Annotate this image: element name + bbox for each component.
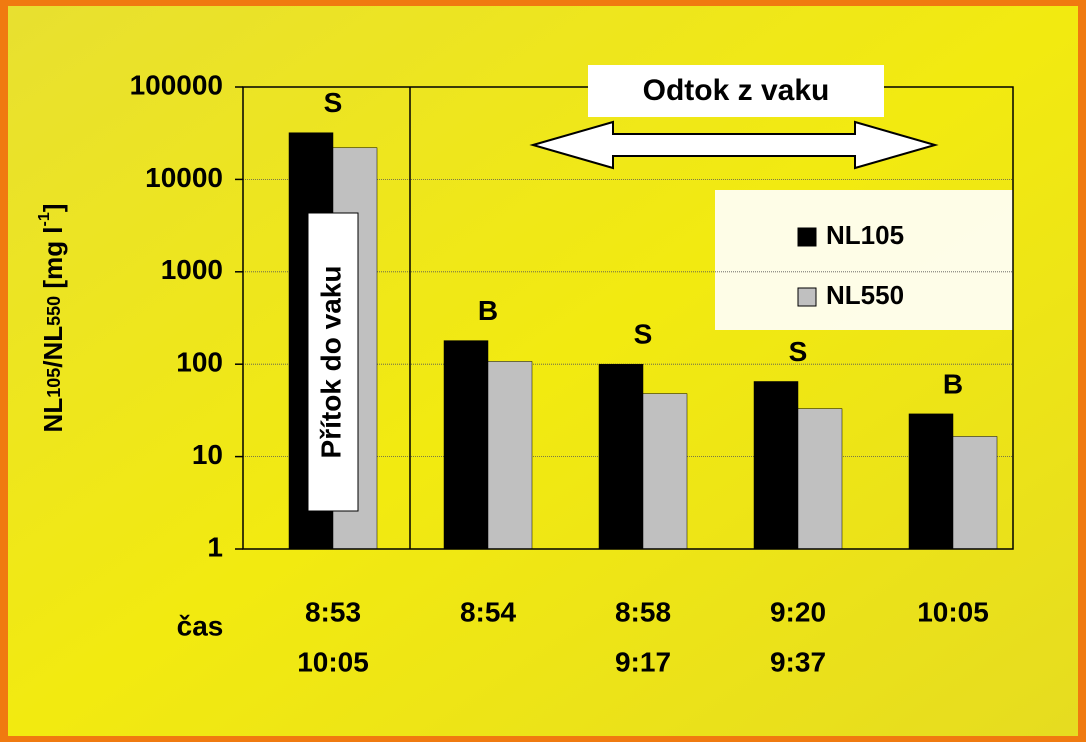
bar-label: S xyxy=(789,336,808,367)
annotation: Přítok do vaku xyxy=(315,266,346,459)
y-tick-label: 10000 xyxy=(145,162,223,193)
x-tick-label: 9:20 xyxy=(770,596,826,627)
bar-label: B xyxy=(478,295,498,326)
x-tick-label: 10:05 xyxy=(297,646,369,677)
legend-label: NL105 xyxy=(826,220,904,250)
x-tick-label: 8:54 xyxy=(460,596,516,627)
annotation: Odtok z vaku xyxy=(643,74,830,107)
bar xyxy=(909,414,953,549)
x-tick-label: 8:58 xyxy=(615,596,671,627)
y-label-part: [mg l xyxy=(38,226,68,295)
y-label-part: ] xyxy=(38,204,68,213)
y-tick-label: 100000 xyxy=(130,69,223,100)
bar-label: S xyxy=(634,319,653,350)
y-tick-label: 1 xyxy=(207,531,223,562)
x-tick-label: 9:37 xyxy=(770,646,826,677)
bar xyxy=(643,394,687,549)
bar xyxy=(798,409,842,549)
y-label-part: -1 xyxy=(36,212,53,226)
y-label-part: 105 xyxy=(44,368,64,398)
bar xyxy=(488,361,532,549)
legend-label: NL550 xyxy=(826,280,904,310)
y-label-part: 550 xyxy=(44,296,64,326)
bar xyxy=(444,341,488,549)
y-tick-label: 1000 xyxy=(161,254,223,285)
bar-label: B xyxy=(943,368,963,399)
y-label-part: /NL xyxy=(38,326,68,368)
x-tick-label: 8:53 xyxy=(305,596,361,627)
y-tick-label: 100 xyxy=(176,347,223,378)
x-tick-label: 10:05 xyxy=(917,596,989,627)
legend-swatch xyxy=(798,288,816,306)
bar xyxy=(953,437,997,549)
x-tick-label: 9:17 xyxy=(615,646,671,677)
bar xyxy=(754,381,798,549)
bar xyxy=(599,364,643,549)
legend-swatch xyxy=(798,228,816,246)
bar-label: S xyxy=(324,87,343,118)
x-axis-label: čas xyxy=(177,610,224,641)
y-tick-label: 10 xyxy=(192,439,223,470)
chart: Odtok z vaku Přítok do vaku NL105/NL550 … xyxy=(0,0,1086,742)
y-label-part: NL xyxy=(38,398,68,433)
